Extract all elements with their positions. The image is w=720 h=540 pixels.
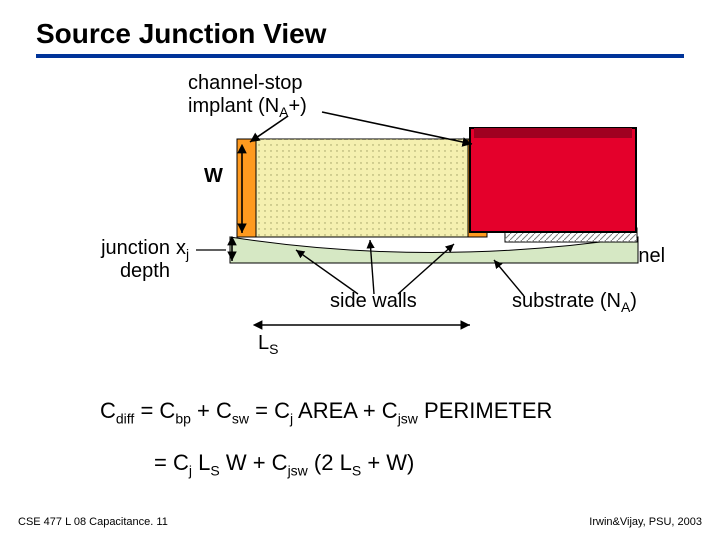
t: L (198, 450, 210, 475)
t: C (382, 398, 398, 423)
s: j (290, 410, 293, 426)
s: jsw (398, 410, 418, 426)
t: = (140, 398, 159, 423)
t: AREA + (298, 398, 382, 423)
junction-diagram (0, 0, 720, 360)
t: + (197, 398, 216, 423)
arrow-channel-stop-left (250, 116, 288, 142)
s: S (352, 462, 361, 478)
bottom-plate-texture (256, 139, 468, 237)
t: C (159, 398, 175, 423)
t: C (100, 398, 116, 423)
gate-block (470, 128, 636, 232)
s: bp (175, 410, 191, 426)
t: W + (226, 450, 272, 475)
t: C (274, 398, 290, 423)
s: j (189, 462, 192, 478)
gate-cap (474, 128, 632, 138)
t: + W) (367, 450, 414, 475)
s: diff (116, 410, 134, 426)
footer-right: Irwin&Vijay, PSU, 2003 (589, 516, 702, 528)
footer-left: CSE 477 L 08 Capacitance. 11 (18, 516, 168, 528)
t: L (340, 450, 352, 475)
s: S (210, 462, 219, 478)
t: = (154, 450, 173, 475)
equation-line-1: Cdiff = Cbp + Csw = Cj AREA + Cjsw PERIM… (100, 398, 552, 426)
t: C (272, 450, 288, 475)
equation-line-2: = Cj LS W + Cjsw (2 LS + W) (154, 450, 414, 478)
t: = (255, 398, 274, 423)
channel-stop-left (237, 139, 256, 237)
t: C (216, 398, 232, 423)
arrow-substrate (494, 260, 524, 296)
s: jsw (288, 462, 308, 478)
t: (2 (314, 450, 334, 475)
t: PERIMETER (424, 398, 552, 423)
arrow-sidewall-3 (398, 244, 454, 294)
t: C (173, 450, 189, 475)
arrow-sidewall-2 (370, 240, 374, 294)
s: sw (232, 410, 249, 426)
